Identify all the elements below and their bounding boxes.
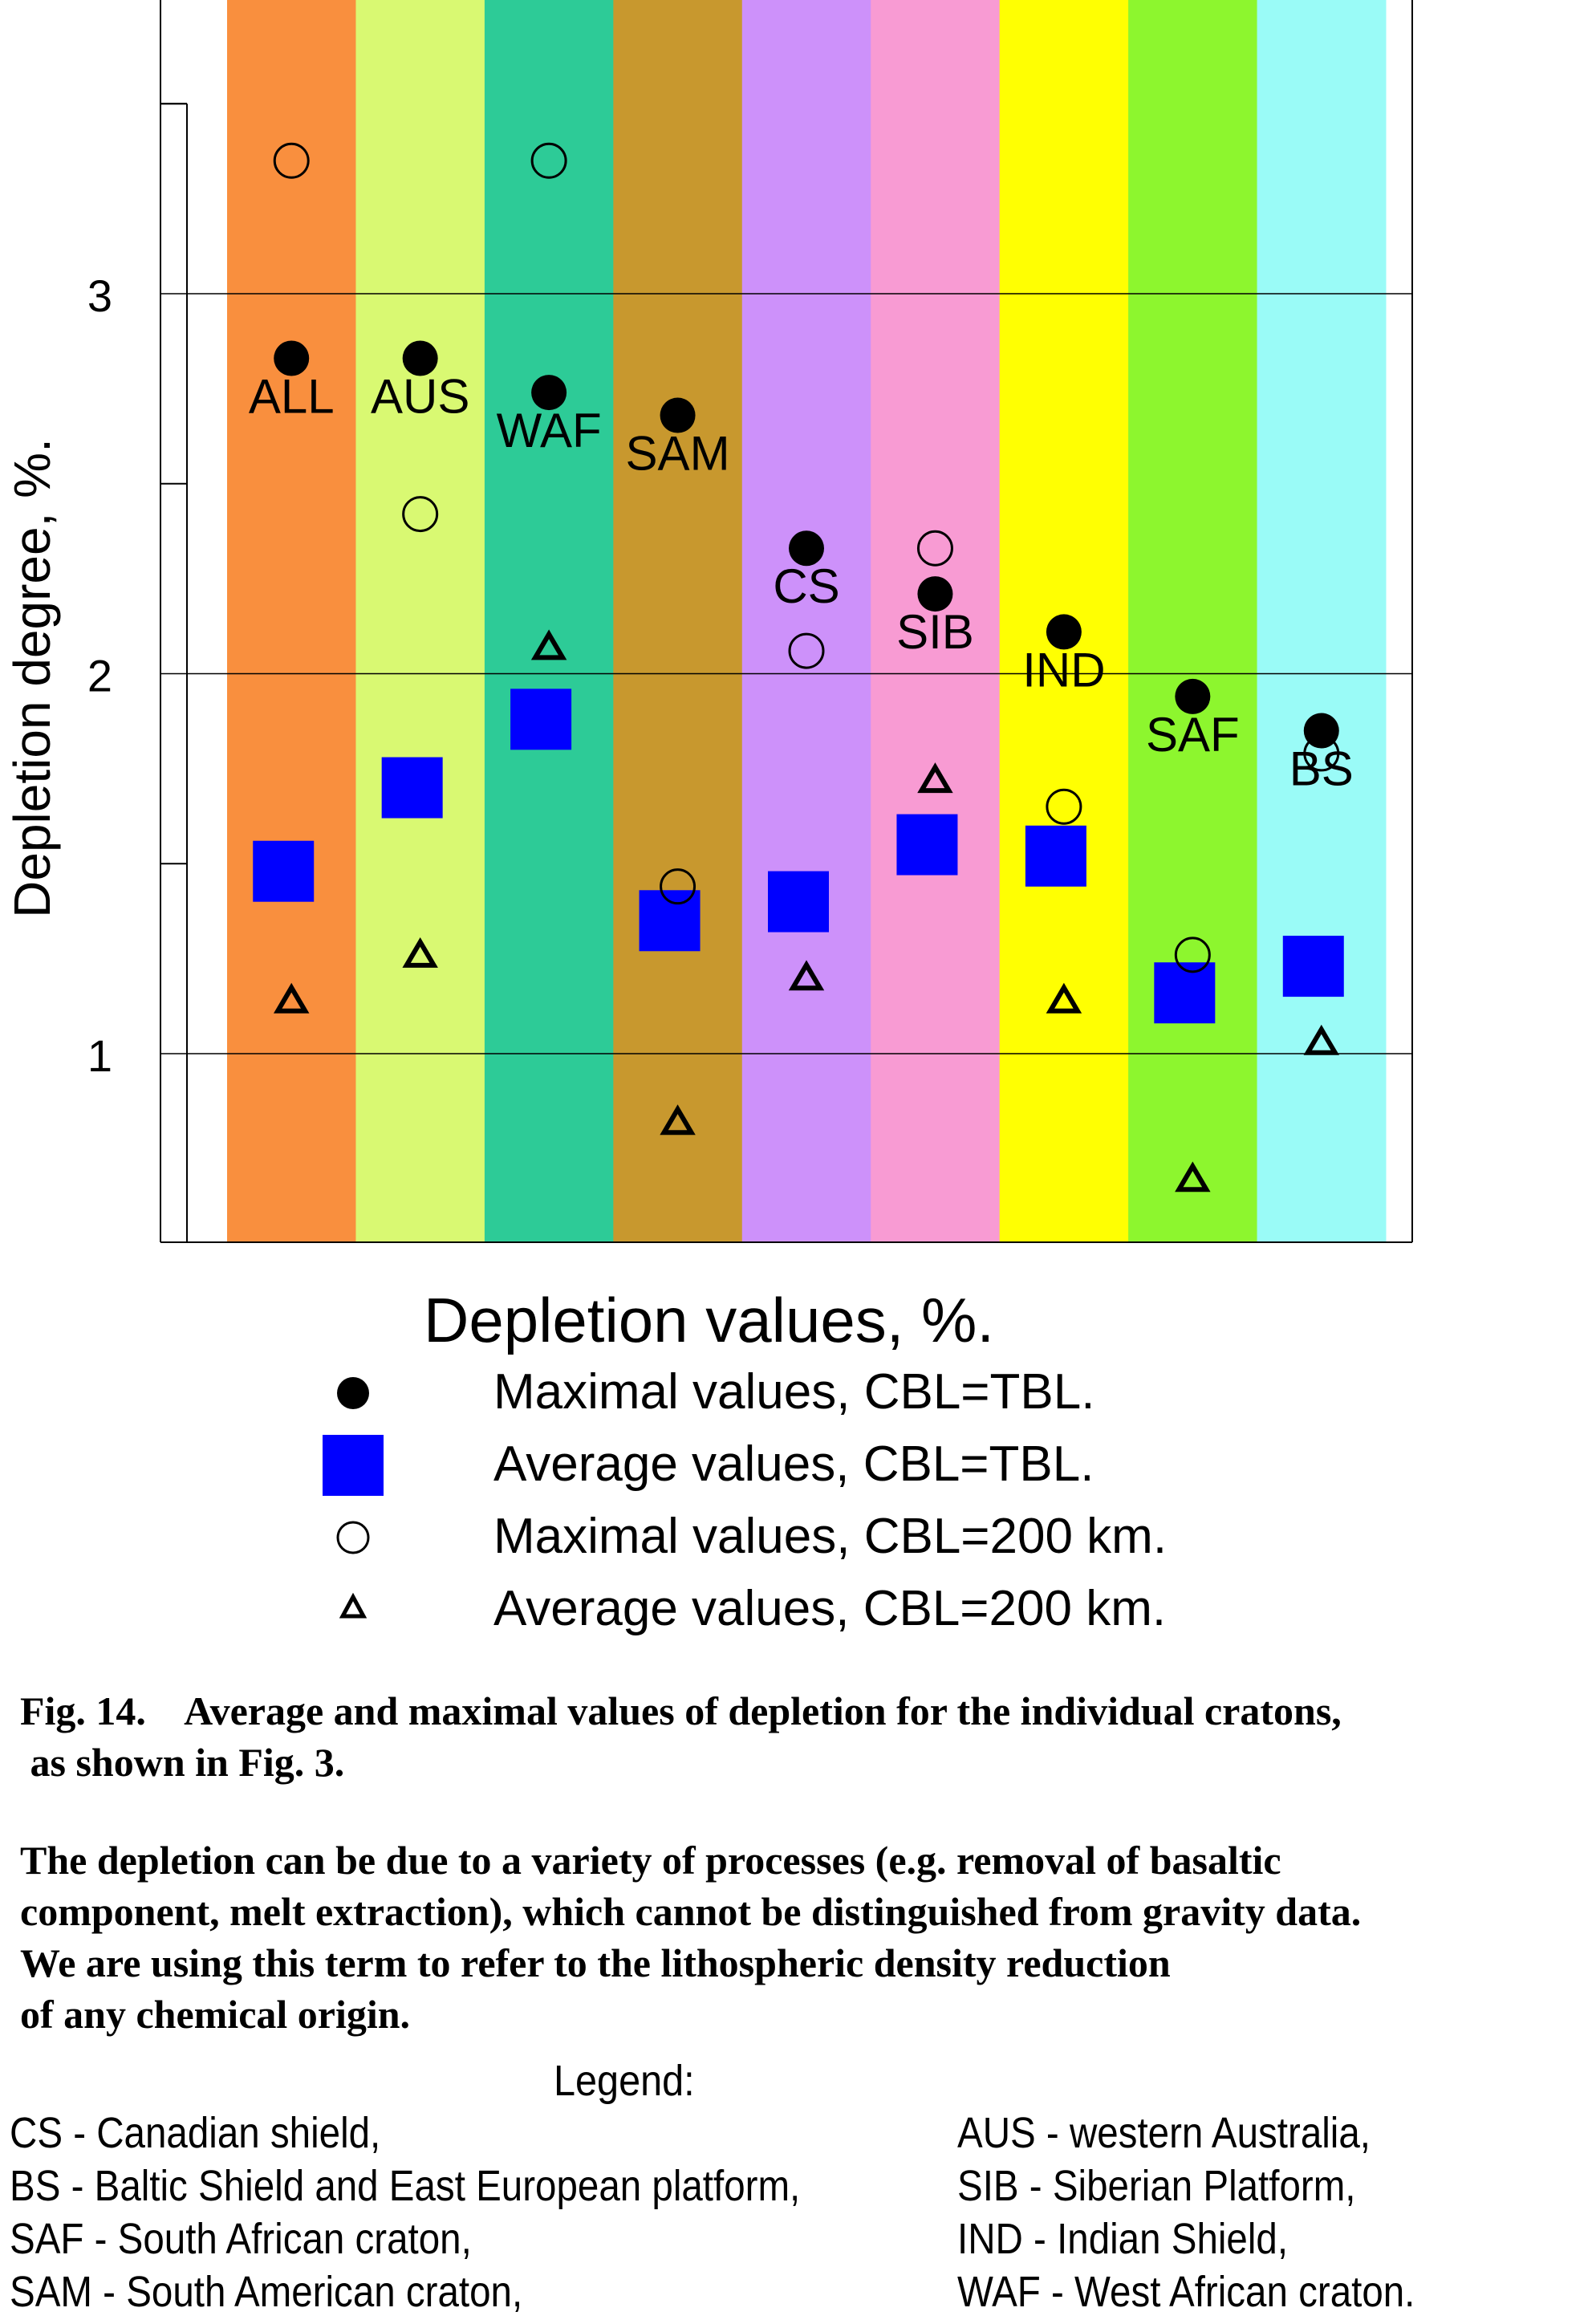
legend-label: Average values, CBL=200 km. xyxy=(493,1581,1167,1636)
filled-square-marker-cs xyxy=(768,871,829,932)
y-tick-label: 1 xyxy=(87,1030,112,1081)
caption-body: The depletion can be due to a variety of… xyxy=(20,1838,1362,2037)
filled-circle-marker-all xyxy=(274,340,310,376)
category-label-sib: SIB xyxy=(896,605,974,659)
open-circle-marker-all xyxy=(273,142,310,179)
depletion-chart: 1 2 3 ALL AUS WAF SAM CS SIB IND SAF BS Depletion … xyxy=(3,0,1413,1243)
band-waf xyxy=(484,0,614,1242)
filled-circle-marker-sib xyxy=(917,576,953,612)
y-axis-label: Depletion degree, %. xyxy=(3,438,61,918)
open-triangle-marker-aus xyxy=(402,937,438,968)
band-saf xyxy=(1128,0,1258,1242)
filled-circle-marker-waf xyxy=(531,375,567,411)
open-triangle-marker-saf xyxy=(1175,1161,1211,1192)
filled-square-marker-sib xyxy=(896,814,958,876)
caption-figure-line: Fig. 14. Average and maximal values of d… xyxy=(20,1688,1342,1785)
filled-circle-marker-sam xyxy=(660,397,696,433)
filled-square-marker-waf xyxy=(510,689,572,750)
legend-item-max-200: Maximal values, CBL=200 km. xyxy=(313,1501,1356,1573)
axes xyxy=(160,0,1413,1243)
filled-square-marker-ind xyxy=(1025,825,1086,887)
open-triangle-marker-sam xyxy=(660,1104,696,1136)
open-triangle-marker-waf xyxy=(530,629,567,660)
category-label-waf: WAF xyxy=(497,404,602,457)
open-circle-marker-waf xyxy=(530,142,567,179)
y-tick-label: 2 xyxy=(87,651,112,701)
band-sib xyxy=(871,0,1001,1242)
legend-item-max-tbl: Maximal values, CBL=TBL. xyxy=(313,1356,1356,1428)
legend: Depletion values, %. Maximal values, CBL… xyxy=(0,1284,1596,1661)
grid-lines xyxy=(160,293,1412,1054)
legend-label: Maximal values, CBL=TBL. xyxy=(493,1364,1095,1420)
filled-circle-marker-saf xyxy=(1175,678,1211,714)
open-triangle-marker-cs xyxy=(788,960,825,991)
open-circle-marker-aus xyxy=(402,496,439,533)
filled-circle-marker-ind xyxy=(1046,614,1082,650)
open-circle-icon xyxy=(336,1521,370,1554)
abbreviation-item: CS - Canadian shield, xyxy=(10,2109,381,2157)
open-triangle-marker-bs xyxy=(1303,1024,1340,1055)
abbreviation-item: WAF - West African craton. xyxy=(957,2268,1415,2316)
filled-square-marker-bs xyxy=(1282,936,1344,997)
y-tick-label: 3 xyxy=(87,270,112,321)
open-triangle-marker-sib xyxy=(917,762,953,794)
abbreviation-item: SAM - South American craton, xyxy=(10,2268,523,2316)
category-label-all: ALL xyxy=(249,369,335,423)
filled-circle-marker-cs xyxy=(789,530,824,567)
band-bs xyxy=(1257,0,1387,1242)
legend-label: Average values, CBL=TBL. xyxy=(493,1436,1094,1492)
abbreviation-list-right: AUS - western Australia, SIB - Siberian … xyxy=(957,2107,1415,2318)
data-markers xyxy=(253,142,1344,1192)
abbreviation-item: SIB - Siberian Platform, xyxy=(957,2162,1356,2210)
category-labels: ALL AUS WAF SAM CS SIB IND SAF BS xyxy=(249,369,1354,795)
filled-circle-marker-aus xyxy=(402,340,438,376)
open-circle-marker-cs xyxy=(788,632,825,669)
category-label-ind: IND xyxy=(1022,643,1105,697)
category-label-aus: AUS xyxy=(371,369,469,423)
filled-square-marker-aus xyxy=(381,757,443,819)
craton-bands xyxy=(227,0,1387,1242)
figure-caption: Fig. 14. Average and maximal values of d… xyxy=(20,1685,1585,2040)
filled-square-marker-all xyxy=(253,840,315,902)
legend-label: Maximal values, CBL=200 km. xyxy=(493,1509,1168,1564)
band-cs xyxy=(741,0,871,1242)
open-circle-marker-saf xyxy=(1174,937,1211,973)
filled-circle-icon xyxy=(337,1377,369,1409)
abbreviation-item: BS - Baltic Shield and East European pla… xyxy=(10,2162,801,2210)
abbreviation-item: IND - Indian Shield, xyxy=(957,2215,1289,2263)
abbreviation-item: SAF - South African craton, xyxy=(10,2215,472,2263)
open-circle-marker-bs xyxy=(1303,735,1340,772)
open-triangle-marker-ind xyxy=(1046,982,1082,1014)
open-circle-marker-sam xyxy=(660,868,696,905)
band-aus xyxy=(355,0,485,1242)
legend-title: Depletion values, %. xyxy=(424,1285,995,1355)
category-label-saf: SAF xyxy=(1146,708,1240,762)
abbreviation-legend-title: Legend: xyxy=(554,2057,695,2105)
open-circle-marker-sib xyxy=(916,530,953,567)
band-sam xyxy=(613,0,743,1242)
filled-square-icon xyxy=(323,1435,384,1496)
category-label-sam: SAM xyxy=(626,427,730,481)
category-label-cs: CS xyxy=(773,559,839,613)
category-label-bs: BS xyxy=(1289,742,1354,796)
open-triangle-icon xyxy=(339,1592,368,1619)
legend-item-avg-tbl: Average values, CBL=TBL. xyxy=(313,1428,1356,1501)
legend-item-avg-200: Average values, CBL=200 km. xyxy=(313,1573,1356,1645)
band-all xyxy=(227,0,356,1242)
y-tick-labels: 1 2 3 xyxy=(87,270,112,1081)
open-triangle-marker-all xyxy=(273,982,310,1014)
abbreviation-list-left: CS - Canadian shield, BS - Baltic Shield… xyxy=(10,2107,800,2318)
filled-square-marker-saf xyxy=(1154,962,1216,1024)
filled-square-marker-sam xyxy=(639,890,701,952)
abbreviation-item: AUS - western Australia, xyxy=(957,2109,1371,2157)
open-circle-marker-ind xyxy=(1046,788,1082,825)
